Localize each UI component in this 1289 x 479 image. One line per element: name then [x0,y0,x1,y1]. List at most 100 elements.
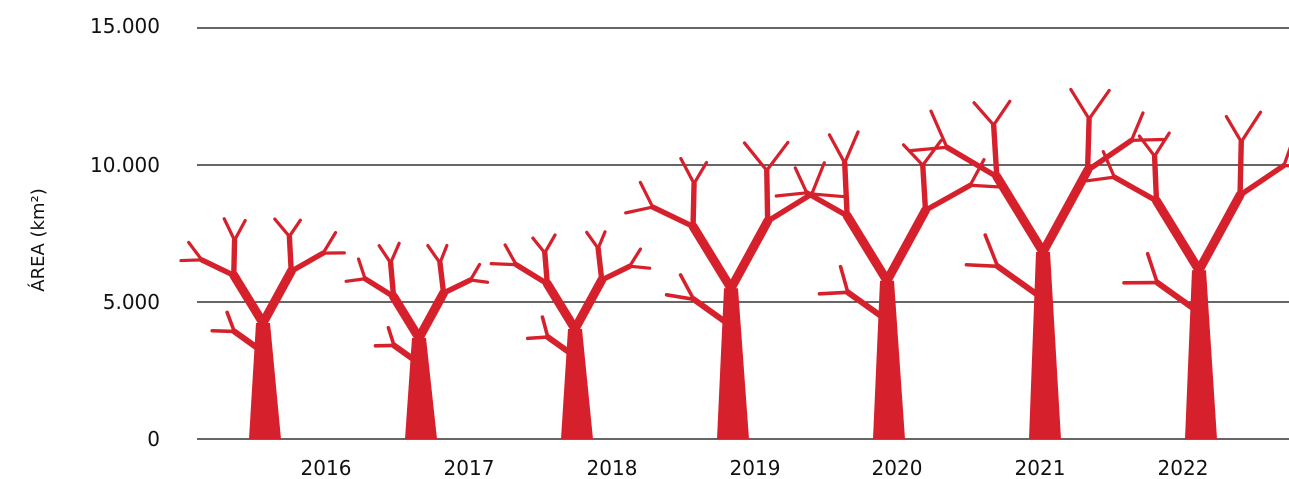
tree-branch [692,160,709,186]
tree-bar [179,217,346,439]
y-tick-label: 10.000 [90,153,160,177]
tree-trunk [405,338,437,439]
tree-branch [468,262,482,282]
tree-branch [273,217,292,239]
tree-branch [356,257,367,281]
x-tick-label: 2016 [301,456,352,479]
tree-branch [1084,137,1135,174]
x-tick-label: 2019 [730,456,781,479]
tree-branch [531,236,547,255]
tree-branch [990,122,1000,180]
x-tick-label: 2018 [587,456,638,479]
tree-branch [542,279,580,334]
tree-branch [1145,251,1160,285]
tree-branch [1239,110,1263,144]
tree-branch [944,144,1000,180]
tree-branch [391,342,422,367]
tree-branch [964,262,1000,269]
y-axis-tick-labels: 15.000 10.000 5.000 0 [90,14,160,451]
tree-branch [920,162,929,214]
tree-bars [179,87,1289,439]
tree-branch [387,260,397,300]
tree-branch [286,233,294,275]
tree-bar [344,241,490,439]
tree-branch [983,233,1000,269]
tree-branch [688,221,736,293]
y-tick-label: 15.000 [90,14,160,38]
tree-branch [1038,165,1093,257]
tree-branch [389,292,424,343]
tree-branch [726,216,773,293]
tree-branch [882,205,930,286]
tree-branch [1101,150,1116,179]
tree-bar [907,87,1165,439]
tree-branch [764,191,815,224]
tree-branch [231,237,238,278]
tree-branch [624,205,655,215]
tree-branch [817,290,850,296]
tree-branch [599,263,633,283]
tree-trunk [717,288,749,439]
tree-branch [437,260,447,296]
tree-branch [827,133,847,165]
tree-branch [690,296,734,329]
tree-branch [344,277,367,283]
y-tick-label: 0 [147,427,160,451]
tree-branch [690,180,697,230]
tree-branch [901,143,925,167]
tree-branch [1152,131,1171,158]
tree-trunk [1029,251,1061,439]
x-tick-label: 2022 [1158,456,1209,479]
tree-branch [1282,163,1289,168]
tree-trunk [1185,270,1217,439]
tree-branch [844,289,890,324]
tree-branch [1282,146,1289,168]
tree-branch [543,233,557,255]
tree-branch [1069,87,1091,121]
tree-branch [1087,88,1111,121]
tree-branch [968,158,986,187]
tree-branch [922,182,973,214]
tree-branch [843,130,860,165]
tree-trunk [873,280,905,439]
tree-branch [628,247,643,268]
tree-bar [774,130,1007,439]
tree-branch [1129,137,1165,142]
tree-branch [1224,114,1243,144]
tree-branch [386,325,396,348]
tree-branch [1129,111,1145,142]
tree-bar [489,230,652,439]
tree-branch [596,230,607,251]
tree-branch [1237,139,1244,198]
tree-branch [1154,279,1202,316]
y-axis-label: ÁREA (km²) [27,188,49,291]
tree-branch [199,257,237,278]
tree-branch [232,218,247,242]
tree-branch [841,160,850,219]
tree-branch [992,172,1048,257]
tree-branch [426,244,442,265]
tree-branch [972,101,996,127]
tree-branch [678,273,696,302]
tree-branch [664,292,696,302]
tree-branch [225,310,237,334]
tree-branch [222,217,237,242]
tree-branch [187,240,204,262]
tree-branch [438,243,449,265]
tree-branch [288,250,326,275]
tree-branch [1151,196,1204,275]
x-tick-label: 2017 [444,456,495,479]
tree-branch [210,328,237,334]
tree-branch [540,315,550,339]
tree-trunk [561,328,593,439]
y-tick-label: 5.000 [103,290,160,314]
tree-branch [468,278,490,284]
tree-branch [992,99,1012,127]
tree-branch [362,276,397,300]
tree-branch [810,192,847,199]
tree-branch [321,230,338,255]
tree-branch [179,258,204,263]
x-axis-tick-labels: 2016 2017 2018 2019 2020 2021 2022 [301,456,1209,479]
tree-branch [679,156,696,186]
